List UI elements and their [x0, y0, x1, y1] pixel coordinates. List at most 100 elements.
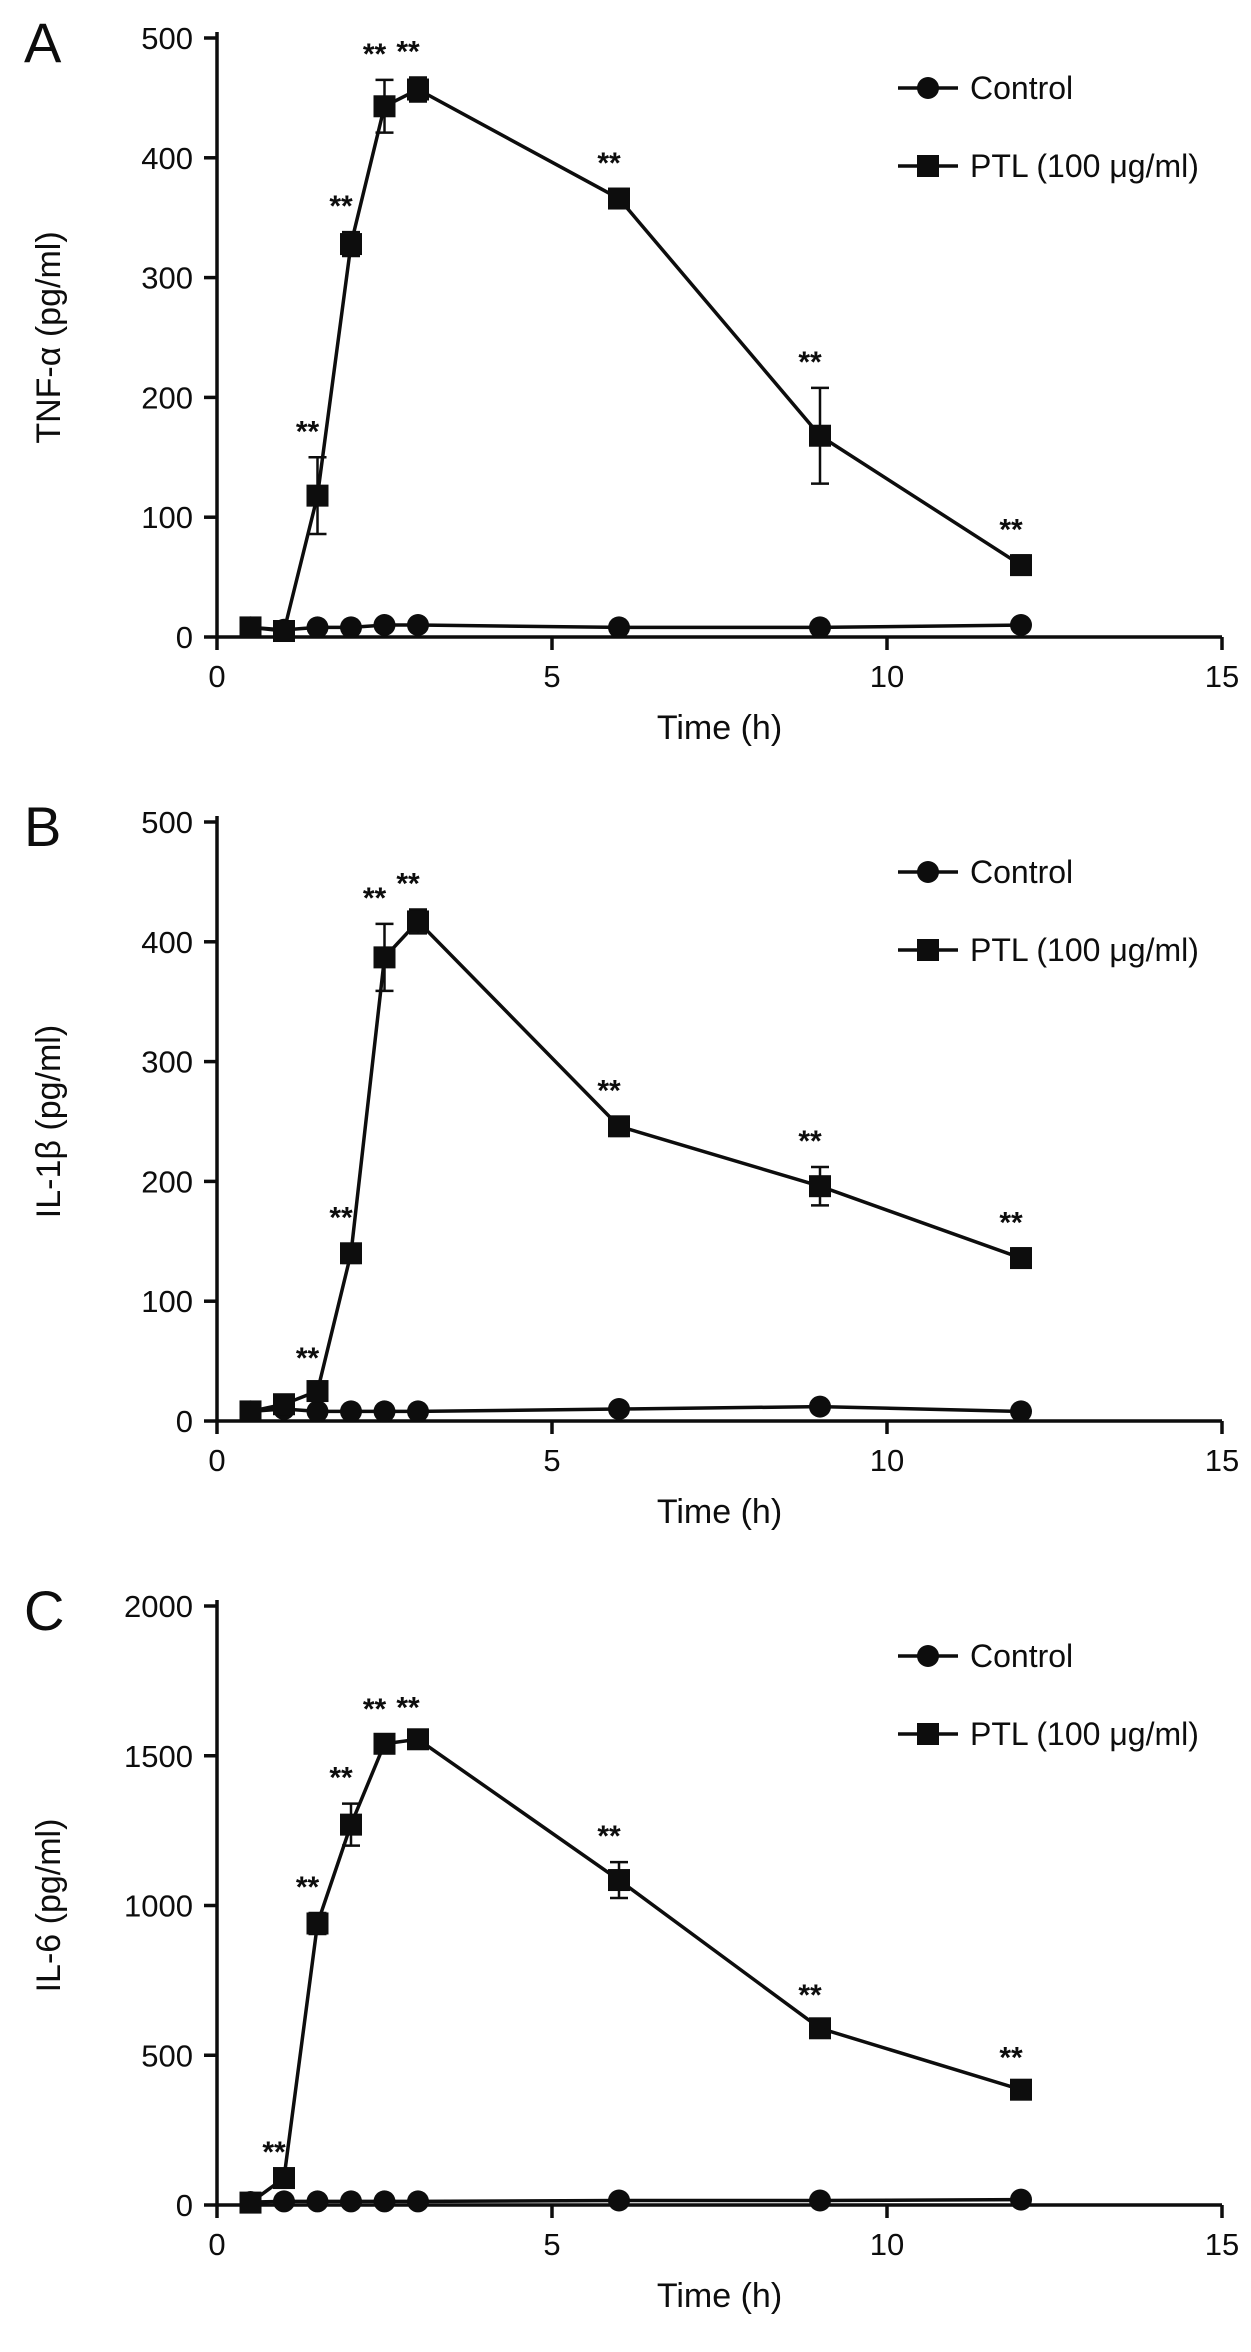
x-axis-label: Time (h) [657, 1493, 782, 1531]
y-axis-label: TNF-α (pg/ml) [30, 231, 68, 443]
significance-marker: ** [329, 190, 353, 223]
y-tick-label: 500 [141, 21, 193, 56]
panel-C: 0 500 1000 1500 2000 0 5 10 15 Time (h) IL-6 (pg/m… [0, 1568, 1251, 2352]
data-point-marker [373, 95, 396, 118]
x-tick-label: 5 [543, 659, 560, 694]
significance-marker: ** [798, 1125, 822, 1158]
data-point-marker [306, 2190, 329, 2213]
y-tick-label: 100 [141, 500, 193, 535]
data-point-marker [608, 1869, 630, 1892]
data-point-marker [239, 2191, 262, 2214]
data-point-marker [340, 1242, 362, 1265]
legend-entry: PTL (100 μg/ml) [898, 148, 1199, 184]
y-tick-label: 1500 [124, 1739, 193, 1774]
panel-A: 0 100 200 300 400 500 0 5 10 15 Time (h) TNF-α (pg/… [0, 0, 1251, 784]
x-axis-label: Time (h) [657, 709, 782, 747]
data-point-marker [809, 424, 831, 447]
y-tick-label: 200 [141, 380, 193, 415]
significance-marker: ** [597, 147, 621, 180]
data-point-marker [340, 616, 362, 639]
significance-marker: ** [999, 514, 1023, 547]
data-point-marker [407, 1728, 429, 1751]
data-point-marker [1010, 2188, 1032, 2211]
significance-marker: ** [396, 867, 420, 900]
significance-marker: ** [396, 36, 420, 69]
data-point-marker [809, 616, 831, 639]
series-control [239, 2188, 1032, 2214]
y-tick-label: 300 [141, 1045, 193, 1080]
significance-marker: ** [296, 1342, 320, 1375]
data-point-marker [809, 2017, 831, 2040]
legend-entry: Control [898, 1638, 1073, 1674]
legend-square-marker [917, 939, 939, 961]
x-tick-label: 15 [1205, 659, 1239, 694]
x-axis-label: Time (h) [657, 2277, 782, 2315]
data-point-marker [608, 616, 630, 639]
legend-label: PTL (100 μg/ml) [970, 1716, 1199, 1752]
significance-marker: ** [798, 346, 822, 379]
panel-letter: B [24, 795, 61, 858]
significance-marker: ** [999, 1206, 1023, 1239]
series-ptl: ** ** ** ** ** ** ** [239, 36, 1032, 643]
data-point-marker [340, 1400, 362, 1423]
x-tick-label: 10 [870, 2227, 904, 2262]
significance-marker: ** [363, 1693, 387, 1726]
y-tick-label: 300 [141, 261, 193, 296]
significance-marker: ** [363, 38, 387, 71]
significance-marker: ** [363, 882, 387, 915]
data-point-marker [608, 1398, 630, 1421]
data-point-marker [340, 1813, 362, 1836]
significance-marker: ** [329, 1762, 353, 1795]
x-tick-label: 0 [208, 2227, 225, 2262]
data-point-marker [340, 233, 362, 256]
y-axis-label: IL-6 (pg/ml) [30, 1819, 68, 1993]
data-point-marker [1010, 2078, 1032, 2101]
data-point-marker [1010, 1400, 1032, 1423]
legend-label: PTL (100 μg/ml) [970, 148, 1199, 184]
legend-square-marker [917, 1723, 939, 1745]
data-point-marker [373, 614, 396, 637]
y-tick-label: 500 [141, 805, 193, 840]
data-point-marker [407, 1400, 429, 1423]
data-point-marker [273, 620, 295, 643]
data-point-marker [373, 1732, 396, 1755]
y-tick-label: 200 [141, 1164, 193, 1199]
data-point-marker [1010, 614, 1032, 637]
series-line [250, 623, 1022, 632]
series-line [250, 2197, 1022, 2204]
y-tick-label: 400 [141, 925, 193, 960]
legend-circle-marker [917, 1645, 939, 1667]
data-point-marker [407, 614, 429, 637]
y-axis-label: IL-1β (pg/ml) [30, 1025, 68, 1218]
significance-marker: ** [296, 415, 320, 448]
significance-marker: ** [262, 2136, 286, 2169]
series-line [250, 87, 1022, 633]
y-tick-label: 0 [176, 620, 193, 655]
data-point-marker [239, 616, 262, 639]
legend-label: Control [970, 1638, 1073, 1674]
significance-marker: ** [597, 1820, 621, 1853]
x-tick-label: 15 [1205, 2227, 1239, 2262]
y-tick-label: 0 [176, 1404, 193, 1439]
data-point-marker [809, 1175, 831, 1198]
data-point-marker [373, 1400, 396, 1423]
data-point-marker [306, 616, 329, 639]
data-point-marker [809, 2189, 831, 2212]
data-point-marker [273, 2190, 295, 2213]
series-line [250, 1404, 1022, 1414]
y-tick-label: 100 [141, 1284, 193, 1319]
panel-letter: A [24, 11, 62, 74]
data-point-marker [239, 1400, 262, 1423]
data-point-marker [608, 187, 630, 210]
significance-marker: ** [798, 1979, 822, 2012]
series-control [239, 1395, 1032, 1423]
data-point-marker [306, 484, 329, 507]
data-point-marker [1010, 554, 1032, 577]
data-point-marker [306, 1912, 329, 1935]
significance-marker: ** [296, 1871, 320, 1904]
legend-label: PTL (100 μg/ml) [970, 932, 1199, 968]
data-point-marker [340, 2190, 362, 2213]
significance-marker: ** [999, 2042, 1023, 2075]
il-6-chart: 0 500 1000 1500 2000 0 5 10 15 Time (h) IL-6 (pg/m… [24, 1579, 1239, 2315]
